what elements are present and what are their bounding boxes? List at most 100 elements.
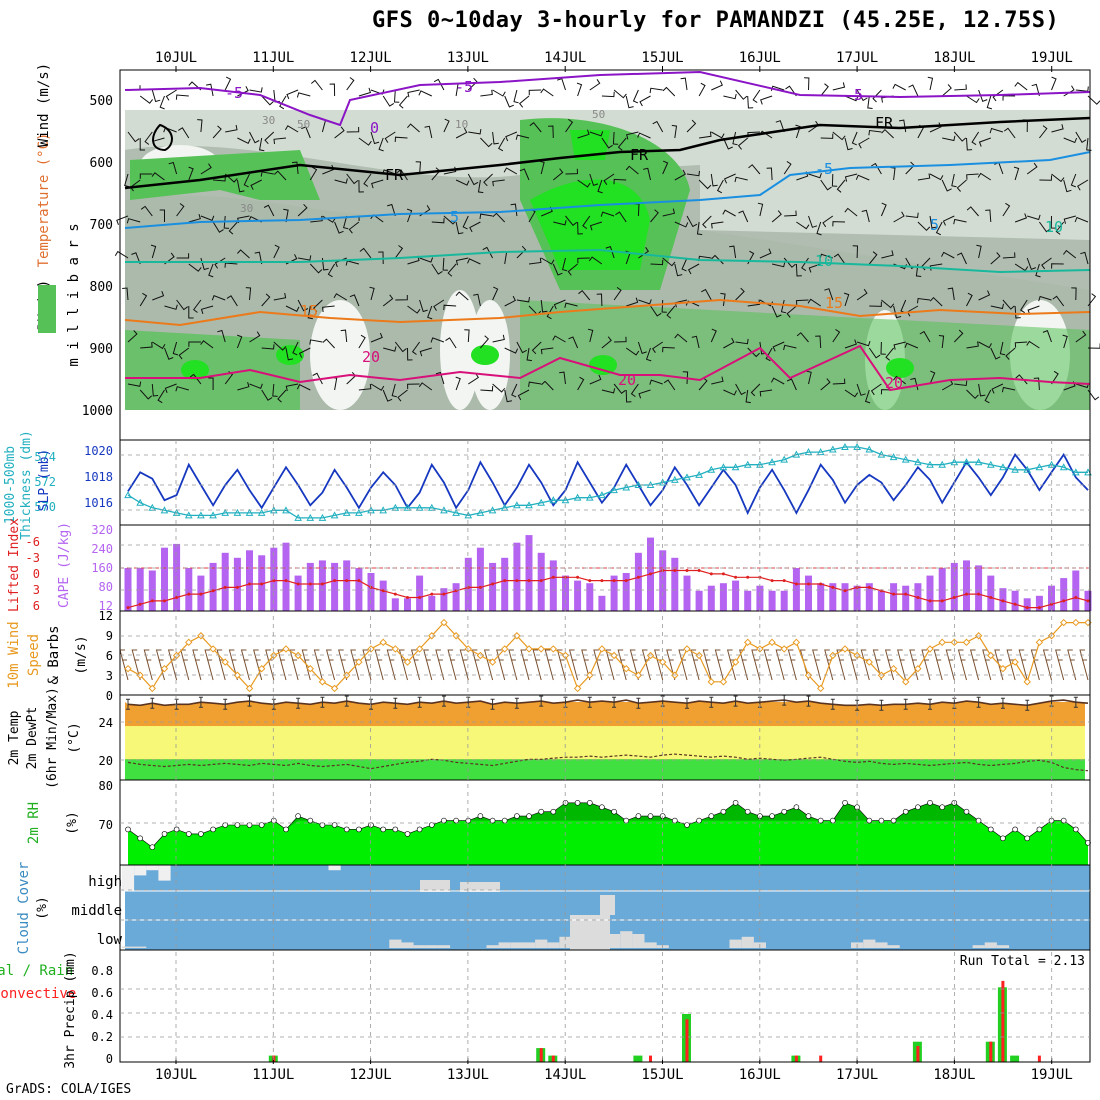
wind-speed-marker (731, 658, 740, 666)
temp-minmax-bar (247, 695, 252, 707)
wind-barb-10m (836, 649, 846, 681)
li-marker (624, 579, 628, 583)
thickness-marker (695, 470, 703, 478)
li-marker (478, 585, 482, 589)
cape-bar (707, 585, 715, 611)
wind-speed-marker (270, 651, 278, 660)
precip-conv-bar (794, 1055, 798, 1062)
pressure-axis-title: m i l l i b a r s (66, 223, 82, 366)
wind-speed-marker (513, 632, 521, 640)
wind-axis-title-2: Speed (26, 634, 42, 676)
wind-barb (893, 305, 902, 319)
wind-barb (398, 95, 408, 109)
wind-barb-10m (155, 649, 165, 681)
li-marker (393, 592, 397, 596)
wind-barb (511, 383, 518, 398)
wind-barb (273, 137, 287, 145)
wind-barb (334, 126, 345, 139)
thickness-marker (707, 465, 716, 473)
temp-minmax-bar (320, 696, 325, 708)
wind-barb-10m (787, 649, 797, 681)
wind-barb (310, 79, 323, 91)
thickness-marker (464, 511, 473, 519)
temp-minmax-bar (830, 698, 835, 710)
temp-tick: 20 (99, 754, 113, 768)
wind-barb-10m (119, 649, 129, 681)
cape-bar (744, 590, 752, 612)
wind-barb (188, 263, 202, 272)
wind-barb (861, 209, 870, 223)
li-marker (807, 582, 810, 586)
wind-barb (881, 128, 894, 139)
thickness-marker (184, 511, 193, 519)
wind-barb-10m (1067, 649, 1077, 681)
temp-minmax-bar (271, 698, 276, 710)
wind-barb (795, 263, 802, 277)
wind-barb (735, 383, 746, 396)
cape-bar (233, 557, 241, 611)
wind-barb (1002, 202, 1011, 217)
wind-barb (261, 389, 273, 401)
cloud-low-bar (425, 945, 438, 948)
wind-barb (587, 328, 594, 343)
wind-barb (615, 211, 627, 223)
wind-barb (745, 389, 751, 404)
wind-barb (455, 291, 469, 301)
wind-speed-marker (792, 638, 801, 647)
cloud-low-bar (632, 934, 645, 948)
li-marker (1074, 596, 1078, 599)
rh-marker (817, 817, 824, 824)
wind-barb-10m (204, 649, 214, 681)
wind-barb (990, 252, 1001, 265)
wind-barb (200, 215, 215, 221)
wind-barb (567, 263, 578, 276)
wind-barb (1039, 125, 1048, 139)
wind-barb (577, 257, 590, 264)
wind-barb (492, 179, 505, 187)
wind-barb (152, 341, 166, 350)
wind-barb (504, 389, 513, 403)
wind-barb (1035, 263, 1041, 278)
wind-barb (1087, 343, 1100, 349)
cape-bar (136, 568, 144, 611)
wind-barb (929, 122, 942, 133)
rh-marker (392, 826, 399, 833)
contour-label: 50 (592, 108, 605, 121)
wind-barb (435, 371, 445, 385)
wind-barb (737, 137, 749, 150)
wind-barb (880, 202, 887, 217)
wind-speed-marker (306, 664, 314, 673)
wind-speed-marker (926, 645, 934, 653)
temp-minmax-bar (636, 697, 641, 709)
contour-label: 10 (1045, 218, 1063, 236)
wind-barb (966, 206, 979, 217)
temp-minmax-bar (490, 698, 495, 710)
wind-barb (473, 293, 481, 307)
cloud-unit: (%) (35, 896, 50, 919)
date-label-top: 14JUL (544, 50, 586, 66)
wind-barb-10m (459, 649, 469, 681)
date-label-top: 12JUL (350, 50, 392, 66)
wind-barb (346, 77, 355, 91)
cape-tick: 12 (99, 599, 113, 613)
wind-barb (122, 287, 129, 301)
contour-label: FR (875, 114, 894, 132)
wind-barb (178, 127, 190, 139)
wind-barb (370, 383, 385, 391)
wind-barb (844, 207, 858, 217)
wind-barb (613, 178, 627, 185)
wind-barb-10m (1018, 649, 1028, 681)
wind-speed-marker (999, 664, 1007, 673)
wind-barb (723, 173, 736, 184)
wind-barb (1051, 173, 1065, 183)
cape-bar (865, 583, 873, 611)
wind-barb (349, 294, 360, 307)
wind-speed-marker (853, 651, 861, 660)
wind-barb (1020, 299, 1028, 314)
date-label-bottom: 13JUL (447, 1067, 489, 1083)
thickness-marker (257, 508, 266, 516)
wind-barb (208, 377, 214, 390)
wind-speed-marker (257, 664, 266, 673)
thickness-marker (513, 501, 521, 509)
thickness-marker (731, 463, 740, 471)
